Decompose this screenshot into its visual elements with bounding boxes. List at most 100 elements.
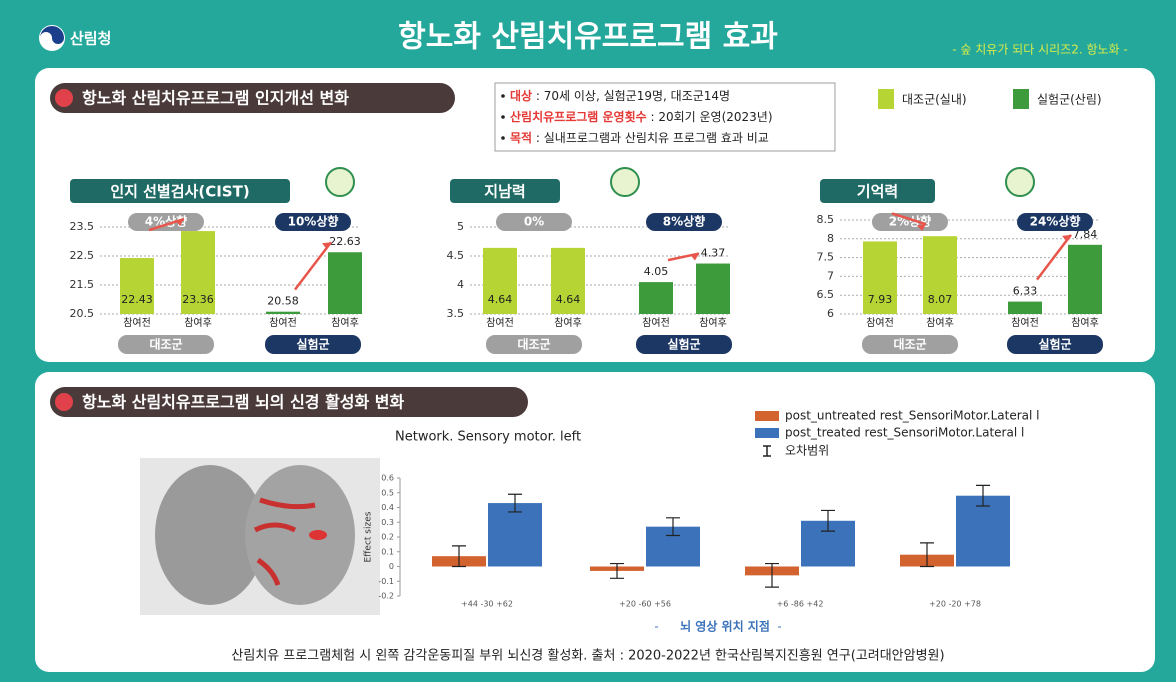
logo-text: 산림청: [70, 30, 111, 48]
group-label: 실험군: [296, 337, 329, 352]
x-tick-label: 참여전: [866, 317, 894, 329]
legend-label: 대조군(실내): [902, 93, 967, 107]
y-tick-label: 0.2: [381, 533, 394, 542]
y-tick-label: -0.1: [378, 577, 394, 586]
value-label: 6.33: [1013, 285, 1038, 298]
y-tick-label: 0: [389, 562, 394, 571]
value-label: 4.64: [556, 293, 581, 306]
y-tick-label: -0.2: [378, 592, 394, 601]
check-icon: [55, 393, 73, 411]
section-heading-bg: [50, 387, 528, 417]
y-tick-label: 0.1: [381, 547, 394, 556]
group-pill: [862, 335, 958, 354]
info-text: : 실내프로그램과 산림치유 프로그램 효과 비교: [532, 131, 769, 145]
y-tick-label: 4.5: [447, 249, 465, 262]
value-label: 22.63: [329, 235, 361, 248]
value-label: 4.05: [644, 265, 669, 278]
brain-activation: [253, 497, 316, 586]
chart-icon: [1005, 167, 1035, 197]
bullet: [501, 115, 505, 119]
info-keyword: 대상: [510, 88, 532, 103]
x-tick-label: 참여후: [926, 317, 954, 329]
y-tick-label: 7.5: [817, 251, 835, 264]
bar: [956, 495, 1010, 567]
bar: [1068, 244, 1102, 314]
error-bar: [821, 509, 835, 532]
x-tick-label: 참여후: [554, 317, 582, 329]
brain-right: [245, 465, 355, 605]
trend-arrowhead: [1062, 234, 1071, 242]
error-bar: [508, 493, 522, 513]
chart-title-bg: [70, 179, 290, 203]
y-tick-label: 0.3: [381, 518, 394, 527]
change-label: 0%: [524, 215, 544, 229]
error-bar: [666, 517, 680, 537]
legend-label: post_treated rest_SensoriMotor.Lateral l: [785, 426, 1024, 440]
info-keyword: 목적: [510, 130, 532, 145]
value-label: 8.07: [928, 293, 953, 306]
y-tick-label: 8.5: [817, 213, 835, 226]
chart-title-bg: [820, 179, 935, 203]
x-tick-label: +20 -60 +56: [619, 600, 671, 609]
x-tick-label: 참여후: [699, 317, 727, 329]
page-title: 항노화 산림치유프로그램 효과: [398, 20, 778, 55]
info-line: 대상 : 70세 이상, 실험군19명, 대조군14명: [510, 88, 730, 103]
bar: [483, 247, 517, 314]
chart-title: 기억력: [857, 183, 898, 201]
chart-title-bg: [450, 179, 560, 203]
bullet: [501, 136, 505, 140]
y-tick-label: 6: [827, 307, 834, 320]
y-tick-label: 5: [457, 220, 464, 233]
bar: [923, 236, 957, 314]
bar: [639, 282, 673, 314]
bar: [696, 263, 730, 314]
x-tick-label: 참여후: [184, 317, 212, 329]
value-label: 7.84: [1073, 228, 1098, 241]
chart-title: 인지 선별검사(CIST): [110, 183, 249, 201]
x-tick-label: +6 -86 +42: [777, 600, 824, 609]
caption: 산림치유 프로그램체험 시 왼쪽 감각운동피질 부위 뇌신경 활성화. 출처 :…: [231, 649, 944, 664]
value-label: 4.37: [701, 247, 726, 260]
bar: [488, 503, 542, 567]
chart-title: Network. Sensory motor. left: [395, 430, 581, 445]
trend-arrowhead: [917, 224, 926, 232]
y-tick-label: 22.5: [70, 249, 95, 262]
info-line: 목적 : 실내프로그램과 산림치유 프로그램 효과 비교: [510, 130, 769, 145]
group-pill: [1007, 335, 1103, 354]
group-label: 대조군: [149, 338, 182, 352]
bar: [863, 241, 897, 314]
change-label: 2%상향: [889, 214, 931, 229]
x-tick-label: 참여전: [486, 317, 514, 329]
error-bar: [610, 562, 624, 579]
group-label: 대조군: [517, 338, 550, 352]
group-label: 실험군: [1038, 337, 1071, 352]
info-line: 산림치유프로그램 운영횟수 : 20회기 운영(2023년): [510, 109, 773, 124]
bar: [120, 258, 154, 314]
value-label: 22.43: [121, 293, 153, 306]
x-tick-label: 참여전: [642, 317, 670, 329]
value-label: 7.93: [868, 293, 893, 306]
change-label: 10%상향: [288, 214, 339, 229]
change-pill: [275, 213, 351, 231]
value-label: 23.36: [182, 293, 214, 306]
legend-error-icon: [763, 445, 771, 457]
error-bar: [920, 542, 934, 568]
value-label: 4.64: [488, 293, 513, 306]
y-tick-label: 7: [827, 269, 834, 282]
trend-arrowhead: [175, 219, 184, 227]
x-tick-label: 참여전: [269, 317, 297, 329]
trend-arrow: [891, 212, 927, 226]
legend-label: 오차범위: [785, 444, 829, 458]
x-tick-label: +20 -20 +78: [929, 600, 981, 609]
section-heading: 항노화 산림치유프로그램 뇌의 신경 활성화 변화: [82, 393, 405, 412]
legend-swatch: [878, 89, 894, 109]
change-pill: [1017, 213, 1093, 231]
change-label: 24%상향: [1030, 214, 1081, 229]
info-keyword: 산림치유프로그램 운영횟수: [510, 109, 647, 124]
bar: [266, 311, 300, 314]
error-bar: [765, 562, 779, 588]
chart-title: 지남력: [484, 183, 525, 201]
x-tick-label: +44 -30 +62: [461, 600, 513, 609]
